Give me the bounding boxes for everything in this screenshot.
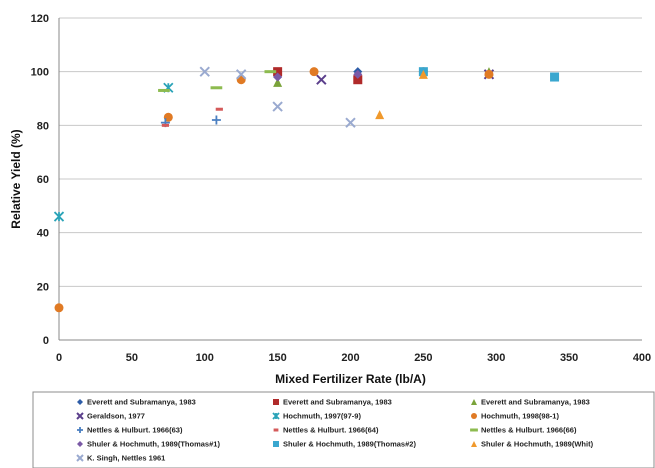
- data-point: [235, 69, 247, 80]
- data-point: [353, 75, 363, 85]
- data-points: [53, 66, 560, 313]
- legend-label: Shuler & Hochmuth, 1989(Thomas#1): [87, 440, 220, 449]
- data-point: [471, 399, 477, 405]
- data-point: [550, 72, 560, 82]
- x-axis-title: Mixed Fertilizer Rate (lb/A): [275, 372, 426, 386]
- data-point: [273, 67, 283, 77]
- legend-label: Hochmuth, 1998(98-1): [481, 412, 559, 421]
- legend-item: Hochmuth, 1997(97-9): [272, 412, 361, 421]
- legend-label: Geraldson, 1977: [87, 412, 145, 421]
- legend-item: Shuler & Hochmuth, 1989(Thomas#1): [77, 440, 220, 449]
- data-point: [273, 399, 279, 405]
- x-tick-label: 300: [487, 352, 505, 364]
- legend-item: Hochmuth, 1998(98-1): [471, 412, 559, 421]
- data-point: [272, 412, 280, 420]
- data-point: [77, 441, 83, 447]
- x-tick-label: 100: [196, 352, 214, 364]
- legend-item: Geraldson, 1977: [76, 412, 145, 421]
- data-point: [272, 101, 283, 112]
- x-tick-label: 50: [126, 352, 138, 364]
- legend-label: Everett and Subramanya, 1983: [481, 398, 590, 407]
- data-point: [484, 69, 494, 79]
- legend-label: Nettles & Hulburt. 1966(66): [481, 426, 577, 435]
- data-point: [53, 211, 65, 222]
- legend-box: [32, 391, 655, 468]
- legend-label: Nettles & Hulburt. 1966(63): [87, 426, 183, 435]
- data-point: [273, 72, 283, 82]
- data-point: [316, 74, 327, 85]
- data-point: [76, 412, 84, 420]
- y-tick-label: 40: [37, 228, 49, 240]
- legend-label: Everett and Subramanya, 1983: [283, 398, 392, 407]
- data-point: [77, 399, 83, 405]
- plot-area: [58, 18, 642, 341]
- x-tick-labels: 0 50 100 150 200 250 300 350 400: [56, 352, 651, 364]
- grid-lines: [59, 17, 642, 341]
- data-point: [77, 427, 83, 433]
- legend-label: Shuler & Hochmuth, 1989(Whit): [481, 440, 594, 449]
- legend-label: Everett and Subramanya, 1983: [87, 398, 196, 407]
- y-tick-labels: 0 20 40 60 80 100 120: [31, 13, 49, 347]
- x-tick-label: 250: [414, 352, 432, 364]
- data-point: [210, 86, 223, 90]
- data-point: [54, 303, 64, 313]
- data-point: [471, 441, 477, 447]
- legend-label: Nettles & Hulburt. 1966(64): [283, 426, 379, 435]
- legend-label: K. Singh, Nettles 1961: [87, 454, 165, 463]
- data-point: [211, 115, 221, 125]
- legend-item: Everett and Subramanya, 1983: [273, 398, 392, 407]
- data-point: [309, 67, 319, 77]
- x-tick-label: 150: [268, 352, 286, 364]
- data-point: [375, 110, 385, 120]
- data-point: [76, 454, 84, 462]
- data-point: [161, 123, 169, 127]
- y-tick-label: 0: [43, 335, 49, 347]
- legend-item: Nettles & Hulburt. 1966(66): [470, 426, 577, 435]
- data-point: [273, 441, 279, 447]
- x-tick-label: 0: [56, 352, 62, 364]
- data-point: [264, 70, 277, 74]
- y-tick-label: 60: [37, 174, 49, 186]
- y-tick-label: 20: [37, 281, 49, 293]
- legend-item: Everett and Subramanya, 1983: [471, 398, 590, 407]
- legend: Everett and Subramanya, 1983 Everett and …: [32, 391, 655, 468]
- data-point: [273, 77, 283, 87]
- x-tick-label: 350: [560, 352, 578, 364]
- data-point: [471, 413, 477, 419]
- data-point: [470, 428, 478, 432]
- x-tick-label: 200: [341, 352, 359, 364]
- data-point: [353, 69, 363, 79]
- legend-item: Shuler & Hochmuth, 1989(Whit): [471, 440, 594, 449]
- legend-label: Shuler & Hochmuth, 1989(Thomas#2): [283, 440, 416, 449]
- y-tick-label: 120: [31, 13, 49, 25]
- data-point: [215, 107, 223, 111]
- legend-label: Hochmuth, 1997(97-9): [283, 412, 361, 421]
- data-point: [199, 66, 210, 77]
- data-point: [345, 117, 356, 128]
- data-point: [418, 69, 428, 79]
- legend-item: Shuler & Hochmuth, 1989(Thomas#2): [273, 440, 416, 449]
- legend-item: Nettles & Hulburt. 1966(64): [273, 426, 379, 435]
- legend-item: Nettles & Hulburt. 1966(63): [77, 426, 183, 435]
- x-tick-label: 400: [633, 352, 651, 364]
- y-tick-label: 80: [37, 120, 49, 132]
- y-axis-title: Relative Yield (%): [9, 129, 23, 228]
- legend-item: K. Singh, Nettles 1961: [76, 454, 165, 463]
- y-tick-label: 100: [31, 67, 49, 79]
- data-point: [158, 88, 170, 92]
- legend-item: Everett and Subramanya, 1983: [77, 398, 196, 407]
- data-point: [273, 428, 279, 432]
